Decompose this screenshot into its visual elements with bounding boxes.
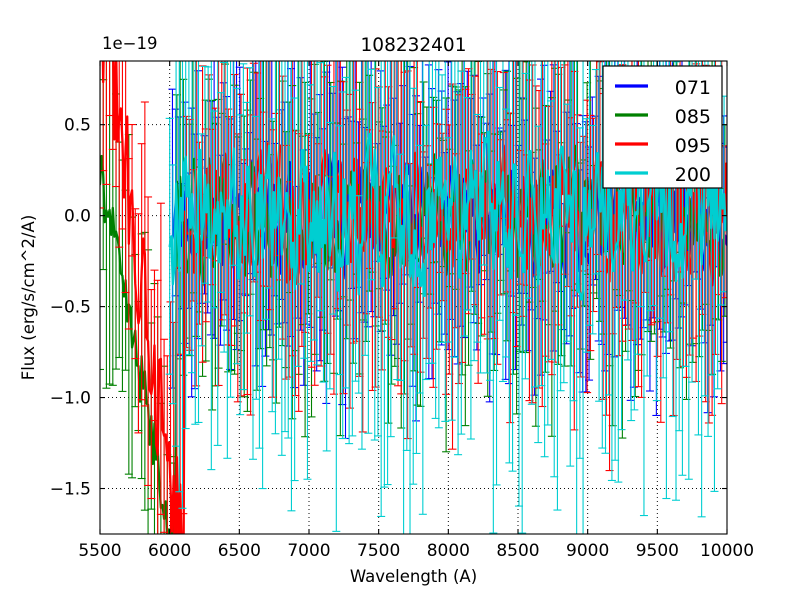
axis-labels-group: 5500 6000 6500 7000 7500 8000 8500 9000 9500 1000… xyxy=(19,34,754,586)
y-tick-label: −1.0 xyxy=(50,389,91,409)
x-axis-label: Wavelength (A) xyxy=(350,567,477,586)
data-series-group xyxy=(100,61,727,534)
y-axis-label: Flux (erg/s/cm^2/A) xyxy=(19,215,38,381)
x-tick-label: 10000 xyxy=(700,541,754,561)
line-200 xyxy=(168,130,727,301)
y-tick-label: −0.5 xyxy=(50,298,91,318)
legend-label-071: 071 xyxy=(675,77,711,99)
x-tick-label: 9000 xyxy=(566,541,609,561)
x-tick-label: 5500 xyxy=(78,541,121,561)
y-axis-offset-text: 1e−19 xyxy=(102,34,157,53)
legend-item-200[interactable]: 200 xyxy=(615,164,711,186)
plot-title: 108232401 xyxy=(361,35,467,56)
y-tick-label: −1.5 xyxy=(50,480,91,500)
legend-label-085: 085 xyxy=(675,106,711,128)
x-tick-label: 6500 xyxy=(218,541,261,561)
legend-label-200: 200 xyxy=(675,164,711,186)
legend[interactable]: 071 085 095 200 xyxy=(602,65,723,189)
x-tick-label: 9500 xyxy=(636,541,679,561)
x-tick-label: 7000 xyxy=(287,541,330,561)
y-tick-label: 0.0 xyxy=(64,207,91,227)
x-tick-label: 6000 xyxy=(148,541,191,561)
legend-item-095[interactable]: 095 xyxy=(615,135,711,157)
x-tick-label: 7500 xyxy=(357,541,400,561)
legend-label-095: 095 xyxy=(675,135,711,157)
series-200 xyxy=(165,61,727,534)
axes-frame xyxy=(99,60,728,535)
x-tick-label: 8000 xyxy=(427,541,470,561)
legend-item-085[interactable]: 085 xyxy=(615,106,711,128)
axes-group xyxy=(99,60,728,535)
x-tick-label: 8500 xyxy=(496,541,539,561)
legend-item-071[interactable]: 071 xyxy=(615,77,711,99)
y-tick-label: 0.5 xyxy=(64,116,91,136)
